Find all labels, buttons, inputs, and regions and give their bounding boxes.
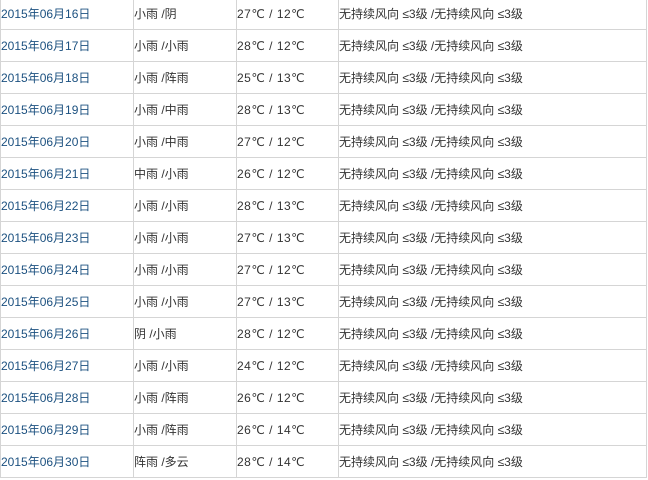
- table-row: 2015年06月28日 小雨 /阵雨 26℃ / 12℃ 无持续风向 ≤3级 /…: [0, 381, 647, 414]
- temperature-cell: 28℃ / 13℃: [236, 93, 339, 126]
- date-cell: 2015年06月18日: [0, 61, 134, 94]
- date-link[interactable]: 2015年06月25日: [1, 295, 91, 309]
- temperature-cell: 25℃ / 13℃: [236, 61, 339, 94]
- date-cell: 2015年06月21日: [0, 157, 134, 190]
- date-link[interactable]: 2015年06月28日: [1, 391, 91, 405]
- wind-cell: 无持续风向 ≤3级 /无持续风向 ≤3级: [338, 317, 647, 350]
- weather-cell: 小雨 /小雨: [133, 29, 237, 62]
- date-link[interactable]: 2015年06月22日: [1, 199, 91, 213]
- temperature-cell: 27℃ / 12℃: [236, 125, 339, 158]
- temperature-cell: 27℃ / 12℃: [236, 253, 339, 286]
- date-cell: 2015年06月26日: [0, 317, 134, 350]
- date-cell: 2015年06月27日: [0, 349, 134, 382]
- table-row: 2015年06月19日 小雨 /中雨 28℃ / 13℃ 无持续风向 ≤3级 /…: [0, 93, 647, 126]
- weather-cell: 阵雨 /多云: [133, 445, 237, 478]
- table-row: 2015年06月27日 小雨 /小雨 24℃ / 12℃ 无持续风向 ≤3级 /…: [0, 349, 647, 382]
- date-link[interactable]: 2015年06月21日: [1, 167, 91, 181]
- date-link[interactable]: 2015年06月18日: [1, 71, 91, 85]
- date-link[interactable]: 2015年06月23日: [1, 231, 91, 245]
- temperature-cell: 26℃ / 14℃: [236, 413, 339, 446]
- temperature-cell: 28℃ / 13℃: [236, 189, 339, 222]
- wind-cell: 无持续风向 ≤3级 /无持续风向 ≤3级: [338, 189, 647, 222]
- table-row: 2015年06月17日 小雨 /小雨 28℃ / 12℃ 无持续风向 ≤3级 /…: [0, 29, 647, 62]
- wind-cell: 无持续风向 ≤3级 /无持续风向 ≤3级: [338, 157, 647, 190]
- table-row: 2015年06月23日 小雨 /小雨 27℃ / 13℃ 无持续风向 ≤3级 /…: [0, 221, 647, 254]
- wind-cell: 无持续风向 ≤3级 /无持续风向 ≤3级: [338, 253, 647, 286]
- date-link[interactable]: 2015年06月24日: [1, 263, 91, 277]
- wind-cell: 无持续风向 ≤3级 /无持续风向 ≤3级: [338, 93, 647, 126]
- temperature-cell: 28℃ / 12℃: [236, 317, 339, 350]
- date-link[interactable]: 2015年06月20日: [1, 135, 91, 149]
- date-cell: 2015年06月22日: [0, 189, 134, 222]
- temperature-cell: 26℃ / 12℃: [236, 381, 339, 414]
- weather-cell: 小雨 /中雨: [133, 125, 237, 158]
- table-row: 2015年06月30日 阵雨 /多云 28℃ / 14℃ 无持续风向 ≤3级 /…: [0, 445, 647, 478]
- date-cell: 2015年06月28日: [0, 381, 134, 414]
- date-cell: 2015年06月23日: [0, 221, 134, 254]
- temperature-cell: 27℃ / 13℃: [236, 285, 339, 318]
- temperature-cell: 26℃ / 12℃: [236, 157, 339, 190]
- date-cell: 2015年06月30日: [0, 445, 134, 478]
- weather-cell: 小雨 /阵雨: [133, 413, 237, 446]
- wind-cell: 无持续风向 ≤3级 /无持续风向 ≤3级: [338, 61, 647, 94]
- wind-cell: 无持续风向 ≤3级 /无持续风向 ≤3级: [338, 413, 647, 446]
- weather-cell: 小雨 /小雨: [133, 189, 237, 222]
- date-cell: 2015年06月29日: [0, 413, 134, 446]
- weather-cell: 小雨 /阴: [133, 0, 237, 30]
- table-row: 2015年06月26日 阴 /小雨 28℃ / 12℃ 无持续风向 ≤3级 /无…: [0, 317, 647, 350]
- date-link[interactable]: 2015年06月17日: [1, 39, 91, 53]
- date-link[interactable]: 2015年06月26日: [1, 327, 91, 341]
- date-link[interactable]: 2015年06月29日: [1, 423, 91, 437]
- table-row: 2015年06月18日 小雨 /阵雨 25℃ / 13℃ 无持续风向 ≤3级 /…: [0, 61, 647, 94]
- temperature-cell: 27℃ / 12℃: [236, 0, 339, 30]
- date-cell: 2015年06月17日: [0, 29, 134, 62]
- weather-cell: 阴 /小雨: [133, 317, 237, 350]
- weather-cell: 中雨 /小雨: [133, 157, 237, 190]
- wind-cell: 无持续风向 ≤3级 /无持续风向 ≤3级: [338, 285, 647, 318]
- table-row: 2015年06月22日 小雨 /小雨 28℃ / 13℃ 无持续风向 ≤3级 /…: [0, 189, 647, 222]
- wind-cell: 无持续风向 ≤3级 /无持续风向 ≤3级: [338, 349, 647, 382]
- weather-cell: 小雨 /小雨: [133, 221, 237, 254]
- temperature-cell: 27℃ / 13℃: [236, 221, 339, 254]
- date-link[interactable]: 2015年06月19日: [1, 103, 91, 117]
- table-row: 2015年06月29日 小雨 /阵雨 26℃ / 14℃ 无持续风向 ≤3级 /…: [0, 413, 647, 446]
- date-cell: 2015年06月24日: [0, 253, 134, 286]
- date-cell: 2015年06月19日: [0, 93, 134, 126]
- temperature-cell: 28℃ / 14℃: [236, 445, 339, 478]
- weather-cell: 小雨 /小雨: [133, 285, 237, 318]
- temperature-cell: 28℃ / 12℃: [236, 29, 339, 62]
- wind-cell: 无持续风向 ≤3级 /无持续风向 ≤3级: [338, 221, 647, 254]
- wind-cell: 无持续风向 ≤3级 /无持续风向 ≤3级: [338, 445, 647, 478]
- date-cell: 2015年06月16日: [0, 0, 134, 30]
- weather-cell: 小雨 /阵雨: [133, 381, 237, 414]
- date-cell: 2015年06月20日: [0, 125, 134, 158]
- weather-cell: 小雨 /小雨: [133, 253, 237, 286]
- wind-cell: 无持续风向 ≤3级 /无持续风向 ≤3级: [338, 125, 647, 158]
- date-cell: 2015年06月25日: [0, 285, 134, 318]
- weather-cell: 小雨 /阵雨: [133, 61, 237, 94]
- weather-cell: 小雨 /中雨: [133, 93, 237, 126]
- table-row: 2015年06月16日 小雨 /阴 27℃ / 12℃ 无持续风向 ≤3级 /无…: [0, 0, 647, 30]
- date-link[interactable]: 2015年06月27日: [1, 359, 91, 373]
- date-link[interactable]: 2015年06月16日: [1, 7, 91, 21]
- temperature-cell: 24℃ / 12℃: [236, 349, 339, 382]
- date-link[interactable]: 2015年06月30日: [1, 455, 91, 469]
- weather-cell: 小雨 /小雨: [133, 349, 237, 382]
- wind-cell: 无持续风向 ≤3级 /无持续风向 ≤3级: [338, 381, 647, 414]
- table-row: 2015年06月21日 中雨 /小雨 26℃ / 12℃ 无持续风向 ≤3级 /…: [0, 157, 647, 190]
- table-row: 2015年06月25日 小雨 /小雨 27℃ / 13℃ 无持续风向 ≤3级 /…: [0, 285, 647, 318]
- wind-cell: 无持续风向 ≤3级 /无持续风向 ≤3级: [338, 29, 647, 62]
- table-row: 2015年06月20日 小雨 /中雨 27℃ / 12℃ 无持续风向 ≤3级 /…: [0, 125, 647, 158]
- table-row: 2015年06月24日 小雨 /小雨 27℃ / 12℃ 无持续风向 ≤3级 /…: [0, 253, 647, 286]
- wind-cell: 无持续风向 ≤3级 /无持续风向 ≤3级: [338, 0, 647, 30]
